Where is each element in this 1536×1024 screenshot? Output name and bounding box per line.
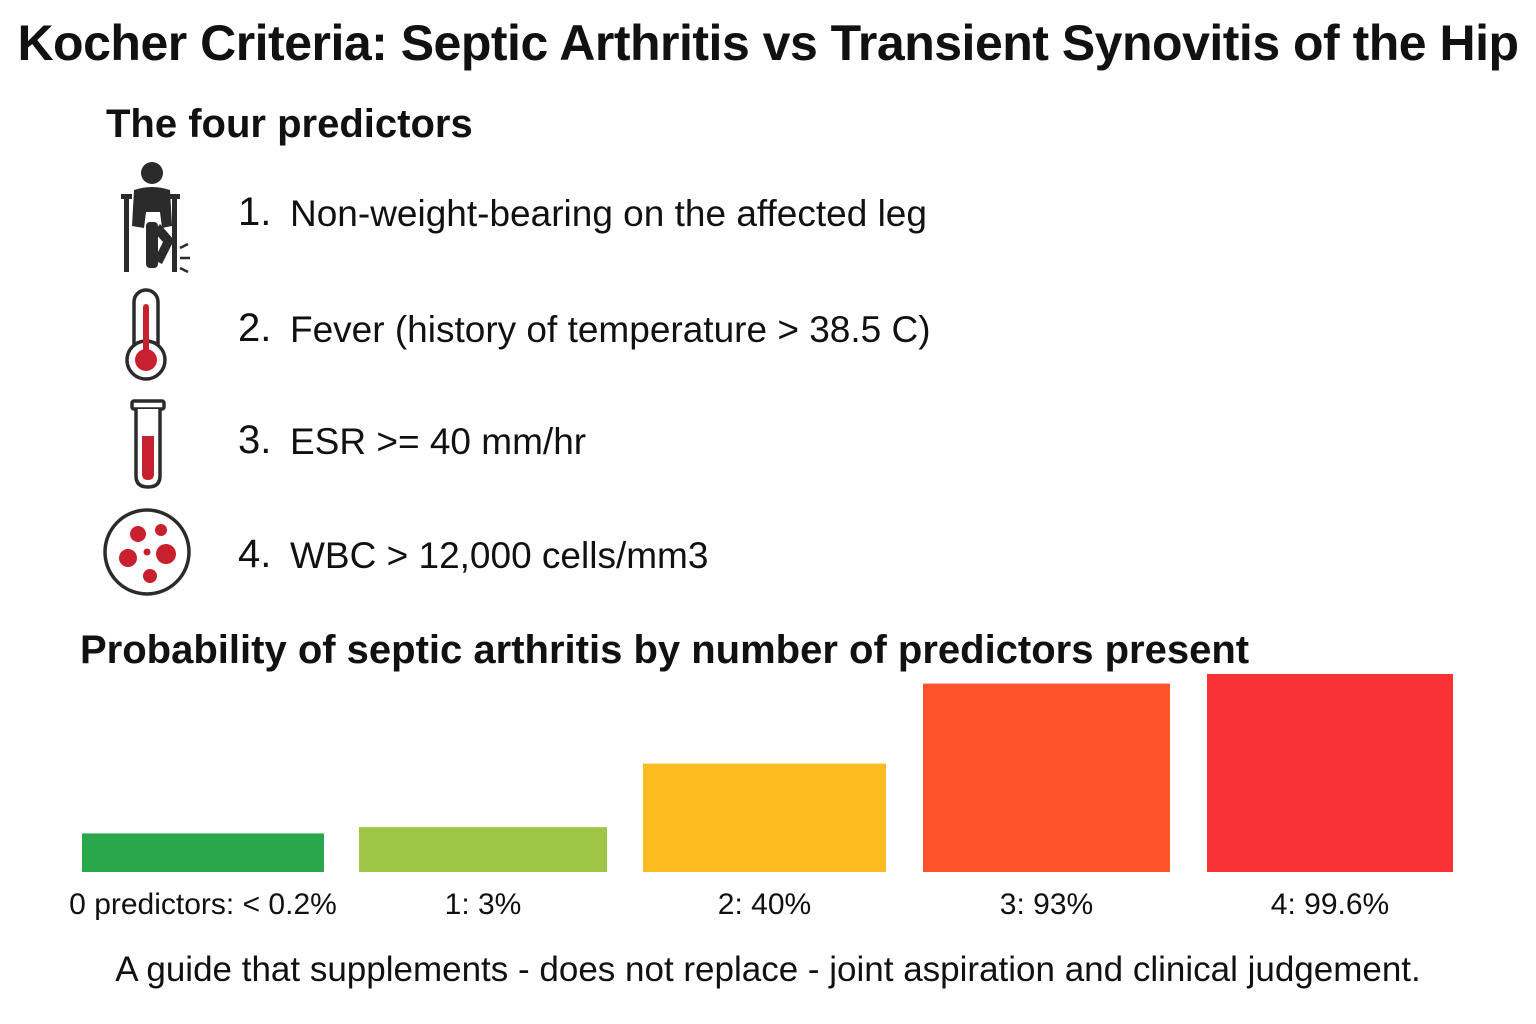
predictor-item-3: 3. ESR >= 40 mm/hr bbox=[0, 398, 1536, 508]
predictor-number: 2. bbox=[238, 306, 272, 350]
footer-note: A guide that supplements - does not repl… bbox=[115, 950, 1421, 989]
page-title: Kocher Criteria: Septic Arthritis vs Tra… bbox=[17, 15, 1519, 71]
predictors-heading: The four predictors bbox=[106, 102, 473, 146]
predictor-number: 3. bbox=[238, 418, 272, 462]
bar-label-2: 2: 40% bbox=[718, 888, 811, 921]
predictor-item-4: 4. WBC > 12,000 cells/mm3 bbox=[0, 506, 1536, 616]
bar-3 bbox=[923, 683, 1170, 872]
bar-label-3: 3: 93% bbox=[1000, 888, 1093, 921]
bar-4 bbox=[1207, 674, 1453, 872]
bar-1 bbox=[359, 827, 607, 872]
blood-cells-icon bbox=[100, 506, 200, 616]
bar-0 bbox=[82, 833, 324, 872]
test-tube-icon bbox=[100, 398, 200, 508]
bar-label-4: 4: 99.6% bbox=[1271, 888, 1389, 921]
person-on-crutches-icon bbox=[100, 160, 200, 274]
predictor-label: ESR >= 40 mm/hr bbox=[290, 421, 587, 462]
bar-label-1: 1: 3% bbox=[445, 888, 522, 921]
predictor-number: 1. bbox=[238, 190, 272, 234]
predictor-number: 4. bbox=[238, 532, 272, 576]
predictor-item-1: 1. Non-weight-bearing on the affected le… bbox=[0, 160, 1536, 274]
thermometer-icon bbox=[100, 286, 200, 396]
predictor-label: WBC > 12,000 cells/mm3 bbox=[290, 535, 709, 576]
chart-title: Probability of septic arthritis by numbe… bbox=[80, 628, 1250, 672]
bar-2 bbox=[643, 763, 886, 872]
bar-label-0: 0 predictors: < 0.2% bbox=[69, 888, 337, 921]
probability-bar-chart: 0 predictors: < 0.2% 1: 3% 2: 40% 3: 93% 4: … bbox=[69, 674, 1453, 921]
predictor-item-2: 2. Fever (history of temperature > 38.5 … bbox=[0, 286, 1536, 396]
predictor-label: Non-weight-bearing on the affected leg bbox=[290, 193, 927, 234]
predictor-label: Fever (history of temperature > 38.5 C) bbox=[290, 309, 931, 350]
